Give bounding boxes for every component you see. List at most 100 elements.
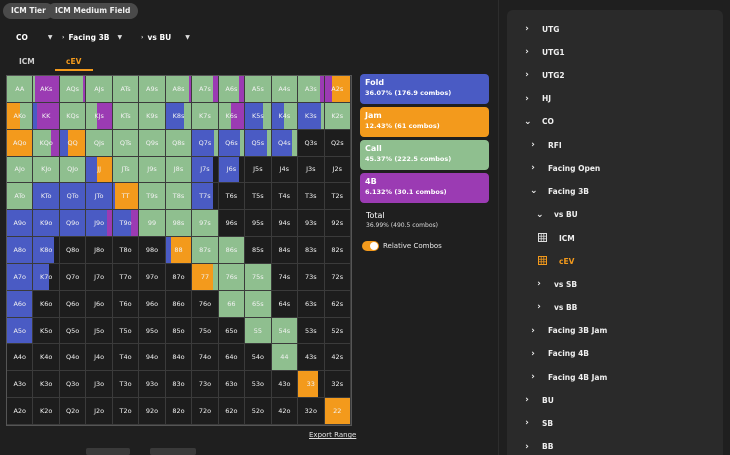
hand-cell[interactable]: T6o (112, 290, 140, 318)
hand-cell[interactable]: 73s (298, 263, 325, 291)
sidebar-item-vs-sb[interactable]: › vs SB (536, 279, 577, 289)
hand-cell[interactable]: 32s (324, 371, 351, 399)
hand-cell[interactable]: K3s (298, 102, 325, 130)
hand-cell[interactable]: 86o (165, 290, 193, 318)
sidebar-item-facing-open[interactable]: › Facing Open (530, 163, 600, 173)
export-range-link[interactable]: Export Range (309, 431, 357, 439)
hand-cell[interactable]: 55 (245, 317, 272, 345)
hand-cell[interactable]: 53s (298, 317, 325, 345)
hand-cell[interactable]: 73o (192, 371, 219, 399)
hand-cell[interactable]: AJo (7, 156, 34, 184)
hand-cell[interactable]: Q8s (165, 129, 193, 157)
sidebar-item-rfi[interactable]: › RFI (530, 140, 562, 150)
hand-cell[interactable]: J7o (86, 263, 113, 291)
hand-cell[interactable]: T9s (139, 183, 166, 211)
hand-cell[interactable]: 93s (298, 210, 325, 238)
hand-cell[interactable]: A8o (7, 237, 34, 264)
hand-cell[interactable]: Q6s (218, 129, 246, 157)
sidebar-item-cev[interactable]: cEV (538, 256, 574, 267)
sidebar-item-facing-3b[interactable]: ⌄ Facing 3B (530, 186, 589, 196)
hand-cell[interactable]: J6o (86, 290, 113, 318)
hand-cell[interactable]: KTs (112, 102, 140, 130)
sidebar-item-utg1[interactable]: › UTG1 (524, 47, 564, 57)
tab-cev[interactable]: cEV (66, 57, 82, 66)
hand-cell[interactable]: 66 (218, 290, 246, 318)
hand-cell[interactable]: TT (112, 183, 140, 211)
hand-cell[interactable]: 75s (245, 263, 272, 291)
hand-cell[interactable]: K5o (33, 317, 60, 345)
hand-cell[interactable]: QJo (59, 156, 87, 184)
hand-cell[interactable]: 74o (192, 344, 219, 372)
hand-cell[interactable]: 52o (245, 398, 272, 425)
hand-cell[interactable]: 72s (324, 263, 351, 291)
hand-cell[interactable]: A2o (7, 398, 34, 425)
hand-cell[interactable]: J8s (165, 156, 193, 184)
hand-cell[interactable]: 87o (165, 263, 193, 291)
hand-cell[interactable]: 75o (192, 317, 219, 345)
sidebar-item-hj[interactable]: › HJ (524, 94, 551, 104)
hand-cell[interactable]: 99 (139, 210, 166, 238)
hand-cell[interactable]: T2o (112, 398, 140, 425)
hand-cell[interactable]: K8s (165, 102, 193, 130)
hand-cell[interactable]: A4o (7, 344, 34, 372)
hand-cell[interactable]: Q4s (271, 129, 299, 157)
hand-cell[interactable]: Q5s (245, 129, 272, 157)
hand-cell[interactable]: 96s (218, 210, 246, 238)
hand-cell[interactable]: Q5o (59, 317, 87, 345)
hand-cell[interactable]: K4s (271, 102, 299, 130)
hand-cell[interactable]: 54s (271, 317, 299, 345)
hand-cell[interactable]: 53o (245, 371, 272, 399)
hand-cell[interactable]: Q8o (59, 237, 87, 264)
hand-cell[interactable]: K4o (33, 344, 60, 372)
hand-cell[interactable]: Q2o (59, 398, 87, 425)
action-call-box[interactable]: Call 45.37% (222.5 combos) (360, 140, 489, 170)
hand-cell[interactable]: 32o (298, 398, 325, 425)
hand-cell[interactable]: AA (7, 76, 34, 103)
hand-cell[interactable]: AKo (7, 102, 34, 130)
sidebar-item-vs-bu[interactable]: ⌄ vs BU (536, 210, 578, 220)
hand-cell[interactable]: T3s (298, 183, 325, 211)
hand-cell[interactable]: 54o (245, 344, 272, 372)
sidebar-item-utg[interactable]: › UTG (524, 24, 559, 34)
hand-cell[interactable]: A7o (7, 263, 34, 291)
hand-cell[interactable]: T7s (192, 183, 219, 211)
hand-cell[interactable]: QTs (112, 129, 140, 157)
hand-cell[interactable]: K9o (33, 210, 60, 238)
hand-cell[interactable]: 97s (192, 210, 219, 238)
hand-cell[interactable]: 72o (192, 398, 219, 425)
hand-cell[interactable]: K6s (218, 102, 246, 130)
hand-cell[interactable]: K6o (33, 290, 60, 318)
sidebar-item-vs-bb[interactable]: › vs BB (536, 302, 577, 312)
hand-cell[interactable]: 92s (324, 210, 351, 238)
hand-cell[interactable]: 84o (165, 344, 193, 372)
hand-cell[interactable]: J3s (298, 156, 325, 184)
hand-cell[interactable]: KQs (59, 102, 87, 130)
hand-cell[interactable]: A7s (192, 76, 219, 103)
hand-cell[interactable]: J3o (86, 371, 113, 399)
action-fold-box[interactable]: Fold 36.07% (176.9 combos) (360, 74, 489, 104)
hand-cell[interactable]: 63o (218, 371, 246, 399)
hand-cell[interactable]: QJs (86, 129, 113, 157)
hand-cell[interactable]: A9s (139, 76, 166, 103)
hand-cell[interactable]: 62s (324, 290, 351, 318)
hand-cell[interactable]: 96o (139, 290, 166, 318)
hand-cell[interactable]: J2s (324, 156, 351, 184)
hand-cell[interactable]: A3s (298, 76, 325, 103)
hand-cell[interactable]: K3o (33, 371, 60, 399)
hand-cell[interactable]: 94o (139, 344, 166, 372)
hand-cell[interactable]: A5s (245, 76, 272, 103)
hand-cell[interactable]: 88 (165, 237, 193, 264)
action-4b-box[interactable]: 4B 6.132% (30.1 combos) (360, 173, 489, 203)
hand-cell[interactable]: 63s (298, 290, 325, 318)
hand-cell[interactable]: J4o (86, 344, 113, 372)
hand-cell[interactable]: T5s (245, 183, 272, 211)
hand-cell[interactable]: AKs (33, 76, 60, 103)
hand-cell[interactable]: AQo (7, 129, 34, 157)
hand-cell[interactable]: 92o (139, 398, 166, 425)
hand-cell[interactable]: J5o (86, 317, 113, 345)
hand-cell[interactable]: KJo (33, 156, 60, 184)
tag-icm-tier[interactable]: ICM Tier (3, 3, 54, 19)
hand-cell[interactable]: ATo (7, 183, 34, 211)
sidebar-item-co[interactable]: ⌄ CO (524, 117, 554, 127)
hand-cell[interactable]: Q3s (298, 129, 325, 157)
